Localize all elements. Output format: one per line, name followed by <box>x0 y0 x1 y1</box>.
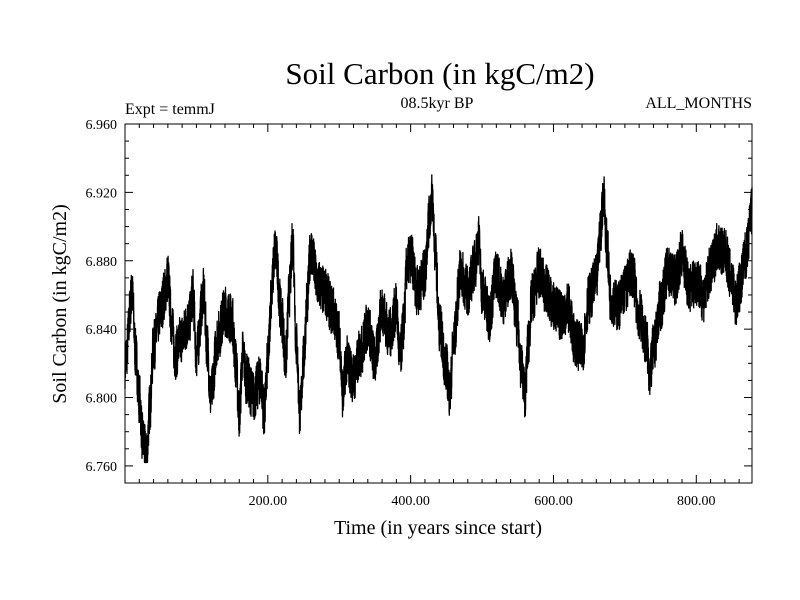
axis-tick-labels: 200.00 400.00 600.00 800.00 6.760 6.800 6.840 6… <box>86 118 716 509</box>
chart-title: Soil Carbon (in kgC/m2) <box>285 56 594 91</box>
chart-subtitle: 08.5kyr BP <box>401 95 474 112</box>
x-tick-label: 400.00 <box>391 494 430 509</box>
plot-frame <box>124 123 753 484</box>
data-series <box>124 174 753 464</box>
y-tick-label: 6.880 <box>86 255 118 270</box>
months-note: ALL_MONTHS <box>645 95 752 112</box>
y-tick-label: 6.800 <box>86 392 118 407</box>
y-tick-label: 6.920 <box>86 186 118 201</box>
x-axis-label: Time (in years since start) <box>334 517 542 539</box>
y-axis-label: Soil Carbon (in kgC/m2) <box>49 204 71 403</box>
experiment-note: Expt = temmJ <box>125 101 215 118</box>
y-tick-label: 6.760 <box>86 460 118 475</box>
x-tick-label: 800.00 <box>677 494 716 509</box>
x-tick-label: 200.00 <box>249 494 288 509</box>
x-tick-label: 600.00 <box>534 494 573 509</box>
series-line-soil-carbon <box>124 174 753 464</box>
y-tick-label: 6.840 <box>86 323 118 338</box>
y-tick-label: 6.960 <box>86 118 118 133</box>
